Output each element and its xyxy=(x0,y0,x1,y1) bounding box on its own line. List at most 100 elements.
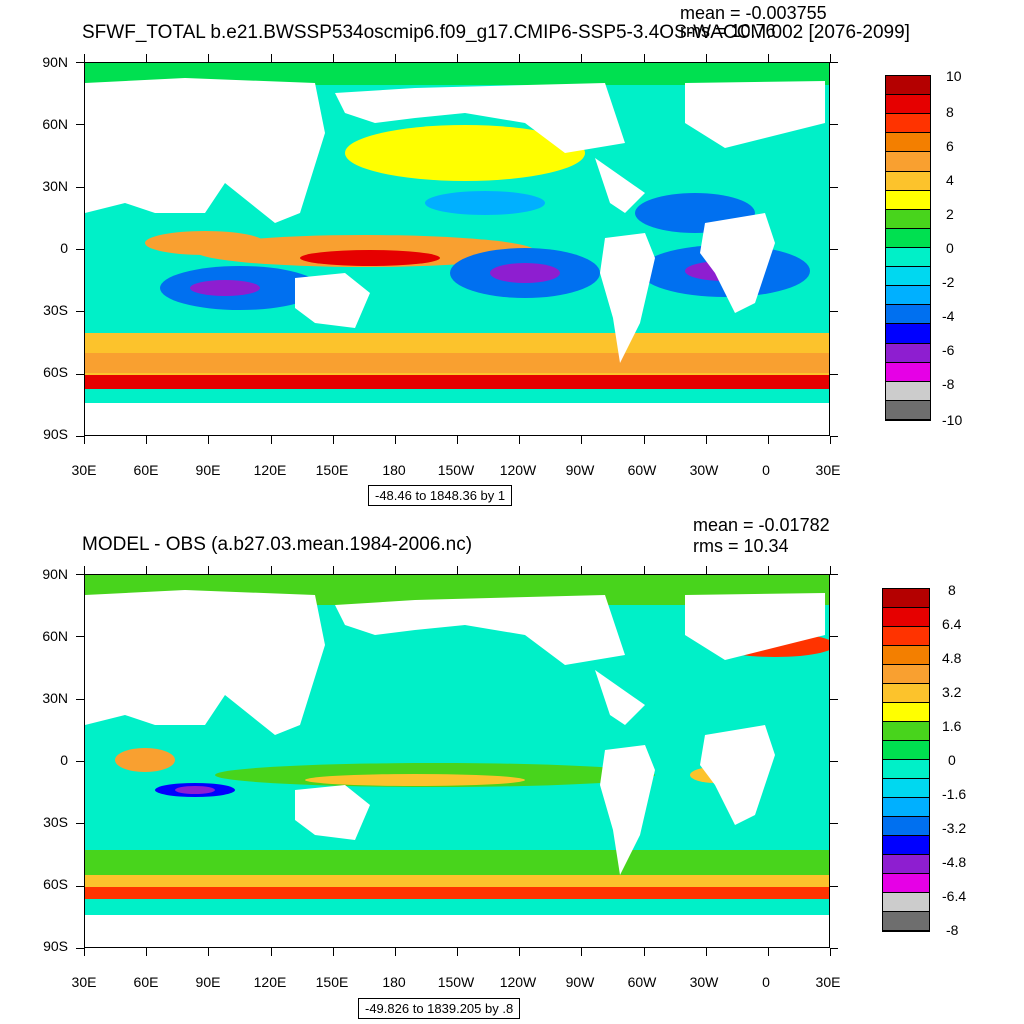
lat-label: 60N xyxy=(42,628,68,644)
axis-tick xyxy=(705,566,707,574)
axis-tick xyxy=(76,311,84,313)
colorbar-swatch xyxy=(883,646,929,665)
colorbar-label: -6.4 xyxy=(942,888,967,904)
axis-tick xyxy=(146,436,148,444)
axis-tick xyxy=(208,566,210,574)
colorbar-swatch xyxy=(886,209,930,229)
colorbar-label: -1.6 xyxy=(942,786,967,802)
lon-label: 30W xyxy=(689,974,719,990)
lon-label: 90W xyxy=(565,974,595,990)
axis-tick xyxy=(394,948,396,956)
lat-label: 30N xyxy=(42,690,68,706)
axis-tick xyxy=(519,566,521,574)
lon-label: 60E xyxy=(133,974,159,990)
lat-label: 60S xyxy=(43,876,68,892)
lon-label: 0 xyxy=(762,974,770,990)
axis-tick xyxy=(643,436,645,444)
axis-tick xyxy=(76,373,84,375)
axis-tick xyxy=(270,436,272,444)
axis-tick xyxy=(457,948,458,956)
lat-label: 0 xyxy=(60,752,68,768)
axis-tick xyxy=(830,761,838,762)
rms-value: rms = 10.76 xyxy=(680,21,776,41)
axis-tick xyxy=(394,566,396,574)
lon-label: 150W xyxy=(437,462,475,478)
colorbar-swatch xyxy=(883,684,929,703)
colorbar-label: 10 xyxy=(946,68,962,84)
lat-label: 30S xyxy=(43,814,68,830)
lon-label: 60W xyxy=(627,462,657,478)
axis-tick xyxy=(519,948,521,956)
lat-label: 90N xyxy=(42,566,68,582)
colorbar-label: 4.8 xyxy=(942,650,962,666)
axis-tick xyxy=(76,249,84,250)
axis-tick xyxy=(830,948,831,956)
lon-label: 0 xyxy=(762,462,770,478)
axis-tick xyxy=(830,574,838,575)
lat-label: 30N xyxy=(42,178,68,194)
colorbar-label: -4.8 xyxy=(942,854,967,870)
plot-title: MODEL - OBS (a.b27.03.mean.1984-2006.nc) xyxy=(82,534,473,555)
colorbar-label: 3.2 xyxy=(942,684,962,700)
axis-tick xyxy=(705,436,707,444)
axis-tick xyxy=(830,436,838,437)
colorbar-swatch xyxy=(883,779,929,798)
axis-tick xyxy=(581,436,583,444)
axis-tick xyxy=(270,566,272,574)
axis-tick xyxy=(767,54,769,62)
axis-tick xyxy=(519,54,521,62)
axis-tick xyxy=(332,948,334,956)
axis-tick xyxy=(830,436,831,444)
lon-label: 90E xyxy=(195,974,221,990)
axis-tick xyxy=(830,823,838,825)
colorbar-swatch xyxy=(886,76,930,96)
colorbar-swatch xyxy=(886,190,930,210)
colorbar-swatch xyxy=(883,703,929,722)
axis-tick xyxy=(581,566,583,574)
colorbar-swatch xyxy=(883,760,929,779)
colorbar-swatch xyxy=(883,817,929,836)
axis-tick xyxy=(830,62,838,63)
mean-value: mean = -0.003755 xyxy=(680,3,827,23)
axis-tick xyxy=(270,54,272,62)
colorbar-swatch xyxy=(883,855,929,874)
axis-tick xyxy=(767,436,769,444)
axis-tick xyxy=(394,54,396,62)
axis-tick xyxy=(830,636,838,638)
colorbar-swatch xyxy=(886,95,930,115)
axis-tick xyxy=(208,436,210,444)
axis-tick xyxy=(457,566,458,574)
axis-tick xyxy=(146,54,148,62)
axis-tick xyxy=(457,436,458,444)
colorbar-label: 0 xyxy=(946,240,954,256)
colorbar-swatch xyxy=(886,228,930,248)
colorbar-swatch xyxy=(883,722,929,741)
colorbar xyxy=(885,75,931,421)
axis-tick xyxy=(581,948,583,956)
colorbar-swatch xyxy=(883,836,929,855)
axis-tick xyxy=(457,54,458,62)
lon-label: 30E xyxy=(71,462,97,478)
colorbar-swatch xyxy=(886,343,930,363)
colorbar-swatch xyxy=(883,912,929,931)
axis-tick xyxy=(767,566,769,574)
panel-top: mean = -0.003755 rms = 10.76 SFWF_TOTAL … xyxy=(42,3,962,506)
colorbar-swatch xyxy=(883,893,929,912)
colorbar-label: 6 xyxy=(946,138,954,154)
axis-tick xyxy=(84,948,85,956)
axis-tick xyxy=(830,311,838,313)
colorbar-swatch xyxy=(883,608,929,627)
axis-tick xyxy=(76,885,84,887)
colorbar-swatch xyxy=(883,741,929,760)
colorbar-label: 2 xyxy=(946,206,954,222)
lon-label: 90E xyxy=(195,462,221,478)
axis-tick xyxy=(84,566,85,574)
colorbar-swatch xyxy=(886,305,930,325)
panel-bottom: mean = -0.01782 rms = 10.34 MODEL - OBS … xyxy=(0,512,1024,1024)
axis-tick xyxy=(767,948,769,956)
axis-tick xyxy=(84,436,85,444)
plot-title: SFWF_TOTAL b.e21.BWSSP534oscmip6.f09_g17… xyxy=(82,22,910,43)
colorbar-swatch xyxy=(886,171,930,191)
axis-tick xyxy=(830,885,838,887)
colorbar-swatch xyxy=(886,400,930,420)
